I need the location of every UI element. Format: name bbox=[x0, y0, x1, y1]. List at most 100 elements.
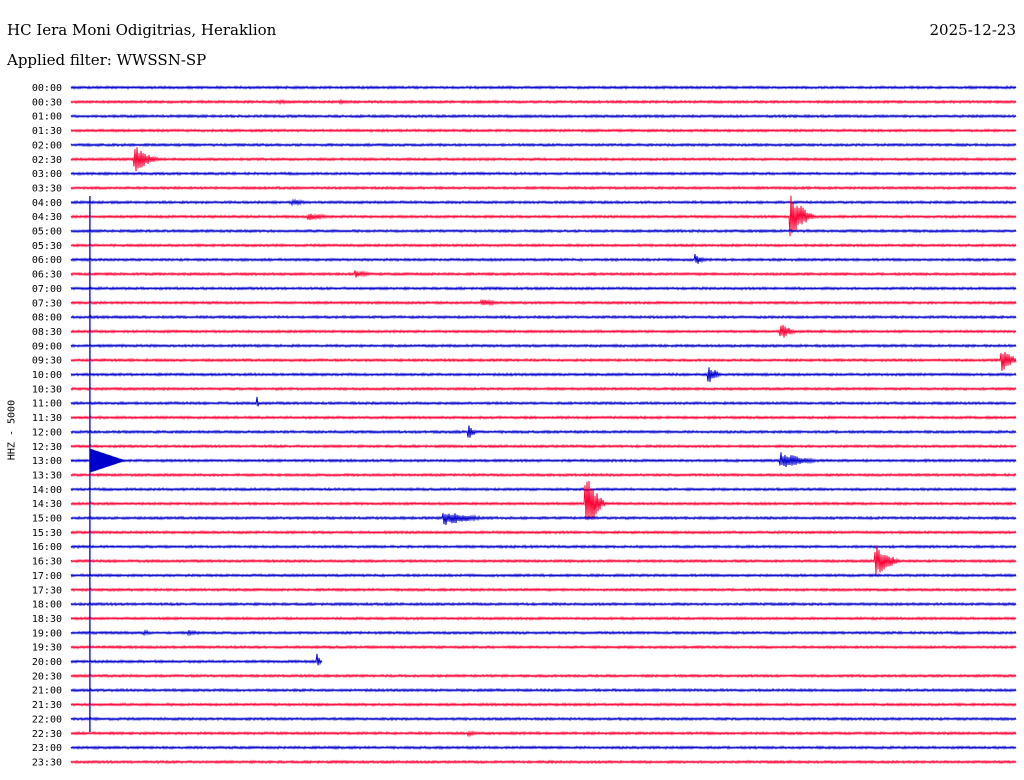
row-label-2100: 21:00 bbox=[32, 686, 62, 697]
row-label-0900: 09:00 bbox=[32, 341, 62, 352]
trace-2230 bbox=[70, 729, 1017, 738]
row-label-1230: 12:30 bbox=[32, 442, 62, 453]
row-label-0300: 03:00 bbox=[32, 169, 62, 180]
row-label-0230: 02:30 bbox=[32, 155, 62, 166]
trace-0600 bbox=[70, 254, 1017, 264]
trace-0830 bbox=[70, 324, 1017, 338]
row-label-0500: 05:00 bbox=[32, 227, 62, 238]
row-label-1600: 16:00 bbox=[32, 542, 62, 553]
row-label-2200: 22:00 bbox=[32, 714, 62, 725]
trace-2130 bbox=[70, 702, 1017, 707]
trace-0900 bbox=[70, 343, 1017, 349]
trace-0730 bbox=[70, 298, 1017, 307]
trace-1400 bbox=[70, 486, 1017, 492]
row-label-0630: 06:30 bbox=[32, 270, 62, 281]
trace-2300 bbox=[70, 745, 1017, 751]
row-label-0730: 07:30 bbox=[32, 298, 62, 309]
trace-2030 bbox=[70, 673, 1017, 679]
row-label-1700: 17:00 bbox=[32, 571, 62, 582]
row-label-1300: 13:00 bbox=[32, 456, 62, 467]
trace-0430 bbox=[70, 195, 1017, 237]
row-label-1430: 14:30 bbox=[32, 499, 62, 510]
row-label-0800: 08:00 bbox=[32, 313, 62, 324]
row-label-2230: 22:30 bbox=[32, 729, 62, 740]
row-label-1630: 16:30 bbox=[32, 557, 62, 568]
trace-0230 bbox=[70, 147, 1017, 172]
trace-0200 bbox=[70, 142, 1017, 148]
row-label-0400: 04:00 bbox=[32, 198, 62, 209]
row-label-1330: 13:30 bbox=[32, 470, 62, 481]
row-label-0930: 09:30 bbox=[32, 356, 62, 367]
row-label-1800: 18:00 bbox=[32, 600, 62, 611]
trace-0300 bbox=[70, 171, 1017, 177]
trace-1930 bbox=[70, 644, 1017, 650]
trace-1030 bbox=[70, 386, 1017, 392]
trace-2200 bbox=[70, 716, 1017, 722]
trace-1600 bbox=[70, 544, 1017, 550]
trace-0130 bbox=[70, 128, 1017, 133]
trace-1830 bbox=[70, 616, 1017, 621]
trace-0000 bbox=[70, 85, 1017, 90]
trace-1530 bbox=[70, 529, 1017, 535]
row-label-1000: 10:00 bbox=[32, 370, 62, 381]
y-axis-label-wrap: HHZ - 5000 bbox=[0, 390, 24, 470]
station-title: HC Iera Moni Odigitrias, Heraklion bbox=[7, 21, 277, 39]
row-label-0530: 05:30 bbox=[32, 241, 62, 252]
trace-1630 bbox=[70, 545, 1017, 575]
row-label-1730: 17:30 bbox=[32, 585, 62, 596]
trace-1230 bbox=[70, 443, 1017, 449]
trace-1330 bbox=[70, 472, 1017, 478]
row-label-0600: 06:00 bbox=[32, 255, 62, 266]
trace-1000 bbox=[70, 367, 1017, 382]
trace-0330 bbox=[70, 185, 1017, 191]
trace-2100 bbox=[70, 687, 1017, 693]
row-label-2130: 21:30 bbox=[32, 700, 62, 711]
row-label-0430: 04:30 bbox=[32, 212, 62, 223]
row-label-1030: 10:30 bbox=[32, 384, 62, 395]
row-label-2300: 23:00 bbox=[32, 743, 62, 754]
trace-1130 bbox=[70, 415, 1017, 420]
row-label-0000: 00:00 bbox=[32, 83, 62, 94]
trace-1300 bbox=[70, 452, 1017, 468]
trace-2330 bbox=[70, 759, 1017, 765]
row-label-0830: 08:30 bbox=[32, 327, 62, 338]
teleseismic-event-trace bbox=[89, 196, 126, 732]
row-label-1200: 12:00 bbox=[32, 427, 62, 438]
trace-1430 bbox=[70, 480, 1017, 521]
row-label-0030: 00:30 bbox=[32, 97, 62, 108]
row-label-1930: 19:30 bbox=[32, 643, 62, 654]
filter-label: Applied filter: WWSSN-SP bbox=[7, 51, 207, 69]
trace-1500 bbox=[70, 513, 1017, 525]
trace-1900 bbox=[70, 629, 1017, 637]
row-label-1530: 15:30 bbox=[32, 528, 62, 539]
row-label-1500: 15:00 bbox=[32, 514, 62, 525]
trace-0630 bbox=[70, 269, 1017, 278]
row-label-1130: 11:30 bbox=[32, 413, 62, 424]
trace-1200 bbox=[70, 425, 1017, 438]
trace-0700 bbox=[70, 285, 1017, 291]
trace-0530 bbox=[70, 242, 1017, 248]
trace-0030 bbox=[70, 98, 1017, 106]
trace-1700 bbox=[70, 572, 1017, 578]
trace-2000 bbox=[70, 653, 323, 666]
row-label-0330: 03:30 bbox=[32, 183, 62, 194]
trace-0100 bbox=[70, 113, 1017, 119]
trace-1800 bbox=[70, 601, 1017, 607]
row-label-1100: 11:00 bbox=[32, 399, 62, 410]
row-label-2030: 20:30 bbox=[32, 671, 62, 682]
row-label-1400: 14:00 bbox=[32, 485, 62, 496]
date-label: 2025-12-23 bbox=[929, 21, 1016, 39]
trace-0500 bbox=[70, 228, 1017, 234]
row-label-2330: 23:30 bbox=[32, 757, 62, 768]
y-axis-label: HHZ - 5000 bbox=[6, 399, 18, 461]
trace-1730 bbox=[70, 587, 1017, 593]
row-label-0130: 01:30 bbox=[32, 126, 62, 137]
row-label-0200: 02:00 bbox=[32, 140, 62, 151]
row-label-2000: 20:00 bbox=[32, 657, 62, 668]
trace-0800 bbox=[70, 314, 1017, 320]
row-label-0700: 07:00 bbox=[32, 284, 62, 295]
trace-0930 bbox=[70, 351, 1017, 371]
trace-0400 bbox=[70, 198, 1017, 207]
row-label-0100: 01:00 bbox=[32, 112, 62, 123]
